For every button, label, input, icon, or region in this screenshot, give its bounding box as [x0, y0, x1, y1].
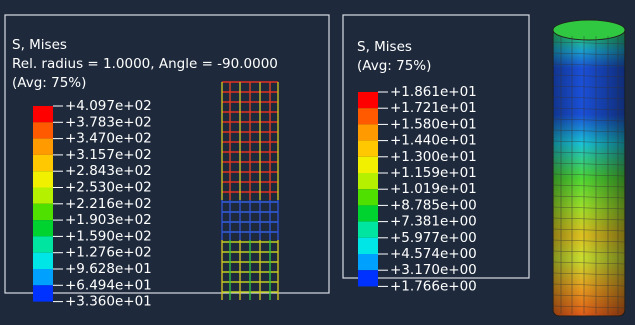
- legend-label: +2.843e+02: [65, 163, 152, 179]
- legend-swatch: [33, 171, 53, 187]
- legend-label: +1.903e+02: [65, 212, 152, 228]
- legend-label: +1.300e+01: [390, 149, 477, 165]
- legend-swatch: [33, 204, 53, 220]
- legend-label: +2.216e+02: [65, 196, 152, 212]
- legend-label: +1.159e+01: [390, 165, 477, 181]
- legend-label: +1.590e+02: [65, 228, 152, 244]
- panel-text: (Avg: 75%): [357, 58, 431, 74]
- legend-swatch: [33, 285, 53, 301]
- legend-swatch: [358, 189, 378, 205]
- legend-label: +3.783e+02: [65, 114, 152, 130]
- legend-label: +6.494e+01: [65, 277, 152, 293]
- legend-swatch: [33, 269, 53, 285]
- panel-text: S, Mises: [357, 39, 412, 55]
- legend-label: +1.580e+01: [390, 116, 477, 132]
- panel-text: Rel. radius = 1.0000, Angle = -90.0000: [12, 56, 278, 72]
- legend-swatch: [358, 108, 378, 124]
- legend-swatch: [358, 222, 378, 238]
- legend-label: +1.861e+01: [390, 84, 477, 100]
- legend-swatch: [358, 270, 378, 286]
- legend-swatch: [358, 254, 378, 270]
- legend-swatch: [33, 139, 53, 155]
- legend-label: +1.721e+01: [390, 100, 477, 116]
- legend-label: +1.276e+02: [65, 245, 152, 261]
- panel-text: (Avg: 75%): [12, 75, 86, 91]
- legend-label: +4.097e+02: [65, 98, 152, 114]
- legend-swatch: [358, 92, 378, 108]
- legend-swatch: [33, 188, 53, 204]
- legend-label: +3.360e+01: [65, 294, 152, 310]
- legend-label: +9.628e+01: [65, 261, 152, 277]
- legend-swatch: [358, 238, 378, 254]
- legend-label: +5.977e+00: [390, 230, 477, 246]
- legend-swatch: [358, 141, 378, 157]
- legend-swatch: [33, 220, 53, 236]
- legend-swatch: [358, 205, 378, 221]
- legend-label: +8.785e+00: [390, 197, 477, 213]
- legend-swatch: [358, 173, 378, 189]
- wireframe-model: [222, 82, 278, 300]
- panel-text: S, Mises: [12, 37, 67, 53]
- legend-swatch: [358, 124, 378, 140]
- legend-swatch: [33, 236, 53, 252]
- legend-label: +2.530e+02: [65, 180, 152, 196]
- screenshot: S, Mises Rel. radius = 1.0000, Angle = -9…: [0, 0, 635, 325]
- legend-label: +3.170e+00: [390, 262, 477, 278]
- legend-swatch: [33, 106, 53, 122]
- legend-label: +3.157e+02: [65, 147, 152, 163]
- legend-label: +7.381e+00: [390, 214, 477, 230]
- legend-swatch: [33, 253, 53, 269]
- solid-model: [553, 20, 625, 316]
- legend-swatch: [358, 157, 378, 173]
- legend-label: +3.470e+02: [65, 131, 152, 147]
- legend-swatch: [33, 122, 53, 138]
- legend-swatch: [33, 155, 53, 171]
- legend-label: +4.574e+00: [390, 246, 477, 262]
- legend-label: +1.766e+00: [390, 278, 477, 294]
- legend-label: +1.019e+01: [390, 181, 477, 197]
- legend-label: +1.440e+01: [390, 133, 477, 149]
